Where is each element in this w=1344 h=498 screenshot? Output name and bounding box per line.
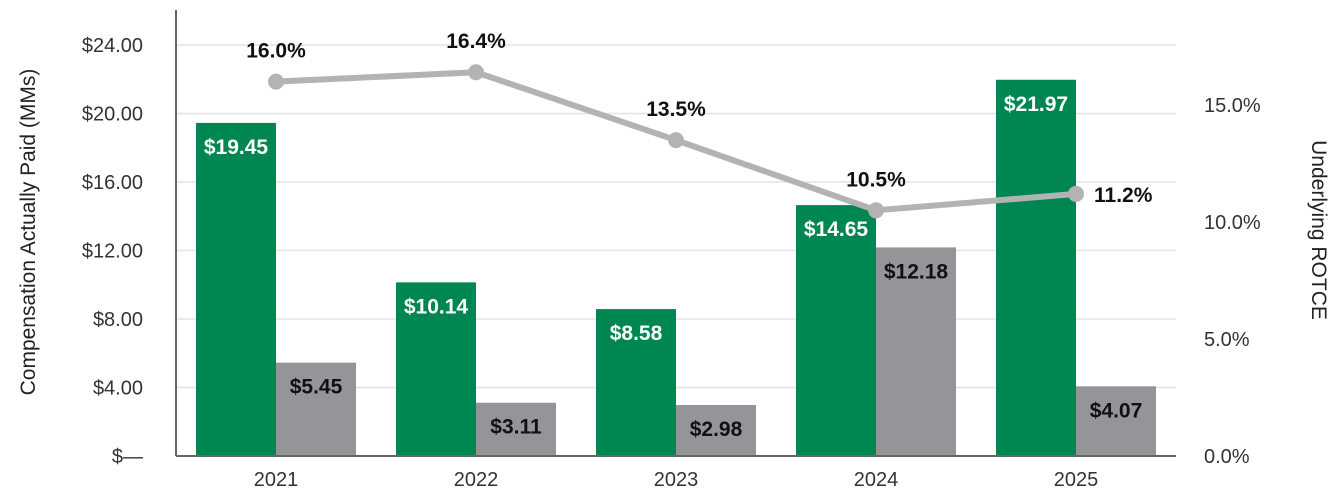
bar-green-2022 bbox=[396, 282, 476, 456]
x-tick-label: 2025 bbox=[1054, 469, 1099, 491]
y-tick-label: $20.00 bbox=[82, 104, 143, 126]
bar-green-label: $14.65 bbox=[804, 218, 869, 241]
rotce-point-2024 bbox=[868, 202, 884, 219]
bar-green-label: $21.97 bbox=[1004, 93, 1068, 116]
bar-green-2025 bbox=[996, 79, 1076, 457]
rotce-line-series bbox=[268, 64, 1084, 219]
x-tick-label: 2024 bbox=[854, 469, 899, 491]
rotce-point-2021 bbox=[268, 73, 284, 90]
bar-gray-label: $12.18 bbox=[884, 260, 949, 283]
y2-tick-label: 5.0% bbox=[1204, 329, 1250, 351]
bar-gray-2023 bbox=[676, 404, 756, 456]
x-tick-label: 2021 bbox=[254, 469, 299, 491]
y-tick-label: $8.00 bbox=[93, 309, 143, 331]
y-tick-label: $16.00 bbox=[82, 172, 143, 194]
axes: $— $4.00 $8.00 $12.00 $16.00 $20.00 $24.00 0.0%… bbox=[82, 10, 1261, 491]
x-tick-label: 2022 bbox=[454, 469, 499, 491]
rotce-point-2023 bbox=[668, 132, 684, 149]
rotce-point-2025 bbox=[1068, 185, 1084, 202]
bars bbox=[196, 79, 1156, 457]
data-labels: $19.45 $5.45 $10.14 $3.11 $8.58 $2.98 $14.65 $1… bbox=[204, 30, 1153, 441]
rotce-label: 16.4% bbox=[446, 30, 506, 53]
bar-gray-label: $5.45 bbox=[290, 376, 343, 399]
y2-tick-label: 15.0% bbox=[1204, 95, 1261, 117]
x-tick-label: 2023 bbox=[654, 469, 699, 491]
bar-green-label: $19.45 bbox=[204, 136, 269, 159]
bar-gray-2025 bbox=[1076, 386, 1156, 456]
bar-green-2024 bbox=[796, 205, 876, 456]
bar-gray-2022 bbox=[476, 402, 556, 456]
rotce-label: 13.5% bbox=[646, 98, 706, 121]
y2-axis-title: Underlying ROTCE bbox=[1307, 140, 1330, 320]
rotce-label: 11.2% bbox=[1094, 184, 1153, 207]
y-tick-label: $24.00 bbox=[82, 35, 143, 57]
rotce-label: 16.0% bbox=[246, 40, 306, 63]
y2-tick-label: 10.0% bbox=[1204, 212, 1261, 234]
rotce-label: 10.5% bbox=[846, 168, 906, 191]
bar-gray-label: $2.98 bbox=[690, 418, 743, 441]
y2-tick-label: 0.0% bbox=[1204, 446, 1250, 468]
y-tick-label: $4.00 bbox=[93, 378, 143, 400]
bar-gray-label: $4.07 bbox=[1090, 399, 1143, 422]
bar-gray-2024 bbox=[876, 247, 956, 456]
bar-green-label: $8.58 bbox=[610, 322, 663, 345]
rotce-point-2022 bbox=[468, 64, 484, 81]
y-tick-label: $— bbox=[112, 446, 143, 468]
bar-green-2023 bbox=[596, 309, 676, 456]
y-tick-label: $12.00 bbox=[82, 241, 143, 263]
bar-green-2021 bbox=[196, 122, 276, 456]
bar-green-label: $10.14 bbox=[404, 295, 469, 318]
bar-gray-label: $3.11 bbox=[490, 416, 542, 439]
bar-gray-2021 bbox=[276, 362, 356, 456]
y-axis-title: Compensation Actually Paid (MMs) bbox=[17, 69, 40, 396]
